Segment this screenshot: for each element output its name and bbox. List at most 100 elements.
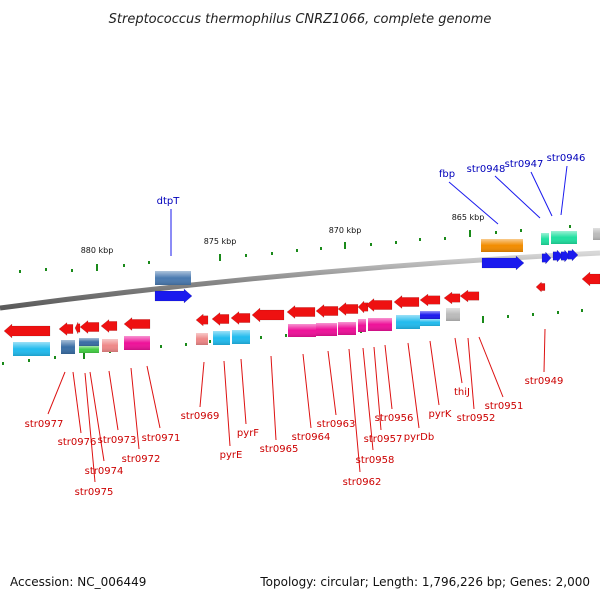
tick-dot xyxy=(557,311,559,314)
tick-label-880-kbp: 880 kbp xyxy=(81,246,114,255)
cds-arrow-str0956 xyxy=(393,294,420,310)
leader-line xyxy=(348,348,361,473)
leader-line xyxy=(467,337,475,410)
tick-dot xyxy=(185,343,187,346)
feature-box-pyrK-sheen xyxy=(420,311,440,319)
leader-line xyxy=(560,165,568,216)
gene-label-pyrK: pyrK xyxy=(429,409,452,420)
leader-line xyxy=(240,358,247,425)
cds-arrow-str0975 xyxy=(74,321,81,335)
tick-dot xyxy=(507,315,509,318)
gene-label-str0969: str0969 xyxy=(181,411,220,422)
feature-box-str0971-sheen xyxy=(124,336,150,350)
tick-dot xyxy=(148,261,150,264)
leader-line xyxy=(130,367,140,450)
feature-box-str0963-sheen xyxy=(316,323,337,336)
tick-dot xyxy=(581,309,583,312)
gene-label-str0963: str0963 xyxy=(317,419,356,430)
tick-major xyxy=(482,316,484,323)
leader-line xyxy=(454,337,463,384)
gene-label-str0958: str0958 xyxy=(356,455,395,466)
feature-box-str0977-sheen xyxy=(13,342,50,356)
tick-dot xyxy=(19,270,21,273)
tick-label-865-kbp: 865 kbp xyxy=(452,213,485,222)
feature-box-str0958-sheen xyxy=(358,319,366,332)
cds-arrow-str0969 xyxy=(195,313,209,327)
cds-arrow-str0952 xyxy=(459,289,480,303)
tick-dot xyxy=(320,247,322,250)
gene-label-str0951: str0951 xyxy=(485,401,524,412)
gene-label-str0975: str0975 xyxy=(75,487,114,498)
gene-label-str0972: str0972 xyxy=(122,454,161,465)
gene-label-str0964: str0964 xyxy=(292,432,331,443)
gene-label-str0952: str0952 xyxy=(457,413,496,424)
leader-lines xyxy=(47,165,568,483)
gene-label-str0948: str0948 xyxy=(467,164,506,175)
tick-dot xyxy=(260,336,262,339)
gene-label-str0956: str0956 xyxy=(375,413,414,424)
tick-dot xyxy=(370,243,372,246)
cds-arrow-str0964 xyxy=(286,304,316,320)
tick-dot xyxy=(569,225,571,228)
tick-labels: 880 kbp 875 kbp 870 kbp 865 kbp xyxy=(81,213,485,255)
leader-line xyxy=(530,171,553,217)
leader-line xyxy=(72,371,82,434)
cds-arrow-str0972 xyxy=(123,316,151,332)
tick-dot xyxy=(520,229,522,232)
cds-arrow-dtpT xyxy=(154,288,193,304)
gene-label-str0973: str0973 xyxy=(98,435,137,446)
tick-dot xyxy=(2,362,4,365)
feature-box-str0974-sheen xyxy=(79,346,99,353)
gene-label-pyrF: pyrF xyxy=(237,428,259,439)
cds-arrow-pyrDb xyxy=(419,293,441,307)
gene-label-pyrE: pyrE xyxy=(220,450,243,461)
tick-dot xyxy=(444,237,446,240)
feature-box-str0948-sheen xyxy=(541,233,549,245)
cds-arrow-str0949 xyxy=(535,281,546,293)
tick-major xyxy=(83,352,85,359)
cds-arrow-thiJ xyxy=(443,291,461,305)
gene-label-fbp: fbp xyxy=(439,169,455,180)
cds-arrow-edge xyxy=(581,271,600,287)
gene-label-str0974: str0974 xyxy=(85,466,124,477)
cds-arrow-str0948 xyxy=(541,251,552,265)
leader-line xyxy=(302,353,312,429)
leader-line xyxy=(199,361,205,408)
feature-box-str0947-sheen xyxy=(551,231,577,244)
feature-box-dtpT-sheen xyxy=(155,271,191,285)
leader-line xyxy=(407,342,420,429)
gene-label-str0949: str0949 xyxy=(525,376,564,387)
tick-dot xyxy=(271,252,273,255)
feature-box-pyrF-sheen xyxy=(232,330,250,344)
leader-line xyxy=(146,365,161,429)
tick-label-870-kbp: 870 kbp xyxy=(329,226,362,235)
leader-line xyxy=(362,347,374,451)
genome-summary-text: Topology: circular; Length: 1,796,226 bp… xyxy=(259,575,590,589)
cds-arrows xyxy=(3,248,600,339)
leader-line xyxy=(270,355,277,441)
leader-line xyxy=(327,350,337,416)
leader-line xyxy=(384,344,393,410)
feature-box-str0976-sheen xyxy=(61,340,75,354)
leader-line xyxy=(478,336,504,398)
feature-box-edge-sheen xyxy=(593,228,600,240)
tick-dot xyxy=(285,334,287,337)
reverse-gene-labels: str0977 str0976 str0975 str0974 str0973 … xyxy=(25,376,564,498)
tick-major xyxy=(344,242,346,249)
tick-dot xyxy=(54,356,56,359)
gene-label-str0976: str0976 xyxy=(58,437,97,448)
feature-box-thiJ-sheen xyxy=(446,308,460,321)
cds-arrow-pyrE xyxy=(211,311,230,327)
tick-dot xyxy=(245,254,247,257)
gene-label-str0947: str0947 xyxy=(505,159,544,170)
map-title: Streptococcus thermophilus CNRZ1066, com… xyxy=(109,12,492,27)
tick-dot xyxy=(28,359,30,362)
gene-label-pyrDb: pyrDb xyxy=(404,432,434,443)
feature-box-str0964-sheen xyxy=(288,324,316,337)
gene-label-str0965: str0965 xyxy=(260,444,299,455)
cds-arrow-str0947-a xyxy=(552,249,564,263)
tick-label-875-kbp: 875 kbp xyxy=(204,237,237,246)
feature-box-fbp-sheen xyxy=(481,239,523,252)
gene-label-str0946: str0946 xyxy=(547,153,586,164)
cds-arrow-str0962 xyxy=(337,301,359,317)
